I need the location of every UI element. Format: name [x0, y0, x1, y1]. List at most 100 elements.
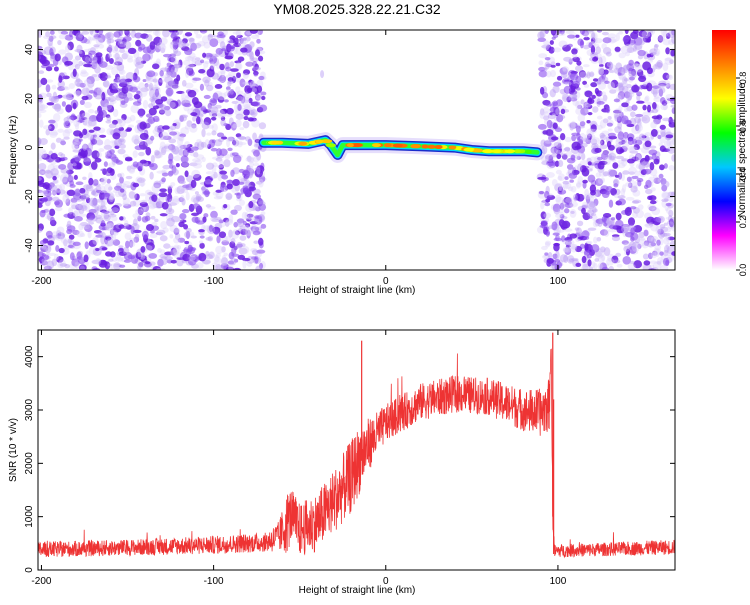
- noise-blob: [114, 145, 120, 149]
- noise-blob: [184, 82, 194, 89]
- noise-blob: [64, 44, 71, 53]
- noise-blob: [103, 96, 111, 102]
- noise-blob: [170, 182, 176, 187]
- spectrogram-noise: [38, 30, 675, 270]
- noise-blob: [608, 224, 617, 230]
- noise-blob: [581, 30, 590, 37]
- noise-blob: [570, 185, 577, 193]
- noise-blob: [105, 222, 115, 232]
- noise-blob: [592, 78, 599, 82]
- noise-blob: [564, 246, 572, 255]
- noise-blob: [38, 153, 42, 157]
- noise-blob: [140, 88, 148, 98]
- noise-blob: [242, 81, 251, 85]
- noise-blob: [631, 200, 640, 204]
- noise-blob: [252, 205, 262, 211]
- noise-blob: [246, 155, 252, 162]
- noise-blob: [159, 213, 168, 217]
- noise-blob: [587, 259, 592, 267]
- track-core: [320, 139, 333, 144]
- noise-blob: [241, 246, 250, 254]
- noise-blob: [48, 35, 54, 42]
- noise-blob: [244, 97, 250, 101]
- noise-blob: [540, 201, 545, 210]
- noise-blob: [258, 104, 268, 112]
- noise-blob: [589, 201, 597, 208]
- noise-blob: [242, 72, 249, 79]
- noise-blob: [662, 38, 671, 46]
- noise-blob: [557, 105, 567, 111]
- noise-blob: [637, 54, 644, 60]
- noise-blob: [47, 252, 57, 256]
- noise-blob: [79, 114, 84, 124]
- noise-blob: [552, 81, 562, 87]
- noise-blob: [560, 70, 568, 79]
- noise-blob: [48, 129, 58, 138]
- noise-blob: [215, 104, 222, 109]
- noise-blob: [565, 196, 573, 203]
- noise-blob: [161, 177, 166, 183]
- noise-blob: [158, 196, 165, 204]
- noise-blob: [623, 78, 629, 82]
- noise-blob: [60, 232, 66, 238]
- noise-blob: [227, 260, 235, 265]
- snr-x-tick-label: 100: [550, 576, 567, 587]
- noise-blob: [589, 197, 595, 206]
- noise-blob: [204, 189, 210, 198]
- noise-blob: [629, 150, 639, 154]
- noise-blob: [200, 59, 205, 64]
- noise-blob: [544, 240, 552, 246]
- noise-blob: [557, 186, 564, 193]
- noise-blob: [577, 38, 584, 46]
- snr-x-tick-label: 0: [383, 576, 389, 587]
- noise-blob: [630, 227, 636, 236]
- noise-blob: [41, 197, 48, 203]
- noise-blob: [110, 263, 119, 270]
- noise-blob: [645, 188, 653, 195]
- noise-blob: [603, 247, 611, 257]
- noise-blob: [144, 215, 151, 222]
- noise-blob: [67, 238, 73, 244]
- noise-blob: [168, 30, 175, 33]
- noise-blob: [95, 189, 102, 194]
- noise-blob: [38, 151, 44, 160]
- noise-blob: [215, 245, 224, 254]
- noise-blob: [540, 139, 547, 147]
- noise-blob: [224, 55, 234, 60]
- noise-blob: [52, 179, 59, 184]
- noise-blob: [111, 206, 119, 211]
- noise-blob: [39, 119, 44, 128]
- noise-blob: [93, 73, 101, 82]
- noise-blob: [38, 140, 41, 147]
- noise-blob: [220, 116, 226, 122]
- noise-blob: [217, 96, 225, 103]
- noise-blob: [95, 247, 100, 252]
- noise-blob: [575, 192, 581, 201]
- noise-blob: [671, 154, 675, 162]
- noise-blob: [642, 253, 649, 260]
- noise-blob: [223, 252, 228, 257]
- noise-blob: [236, 192, 241, 199]
- noise-blob: [627, 263, 636, 270]
- noise-blob: [79, 99, 85, 106]
- track-core: [346, 143, 354, 148]
- noise-blob: [94, 30, 100, 34]
- noise-blob: [169, 131, 178, 136]
- noise-blob: [590, 212, 597, 217]
- noise-blob: [606, 122, 613, 127]
- snr-frame: [37, 329, 676, 571]
- noise-blob: [599, 134, 607, 141]
- noise-blob: [661, 180, 670, 189]
- noise-blob: [258, 214, 265, 221]
- noise-blob: [646, 38, 651, 43]
- noise-blob: [557, 32, 566, 37]
- noise-blob: [53, 95, 62, 100]
- noise-blob: [93, 91, 98, 98]
- noise-blob: [258, 237, 264, 246]
- noise-blob: [242, 99, 251, 103]
- noise-blob: [584, 133, 591, 139]
- noise-blob: [122, 246, 130, 255]
- noise-blob: [250, 107, 256, 114]
- noise-blob: [666, 74, 672, 80]
- noise-blob: [622, 86, 629, 94]
